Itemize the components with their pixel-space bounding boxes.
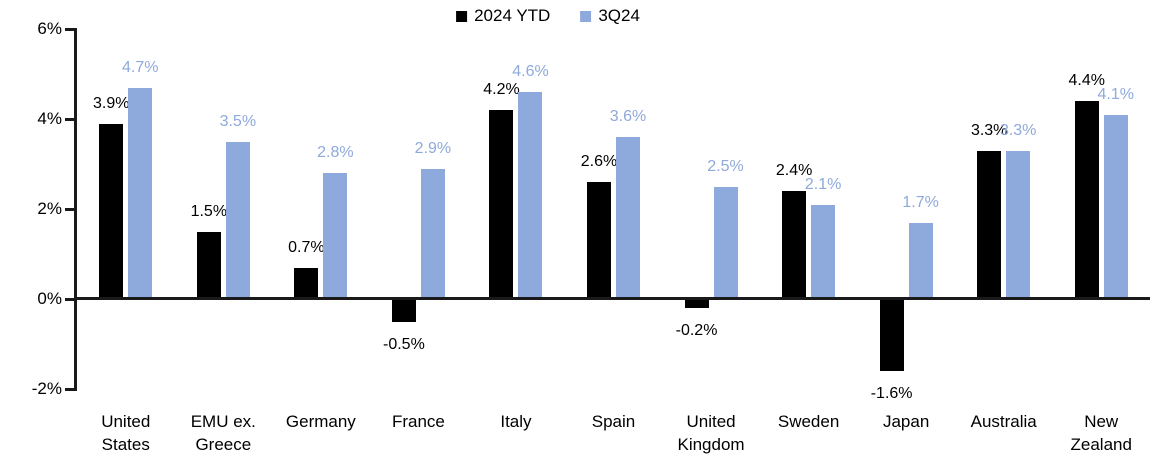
value-label: 4.2% [483,81,520,98]
chart-legend: 2024 YTD 3Q24 [456,6,640,26]
bar-2024-ytd [684,299,709,308]
bar-3q24 [323,173,348,299]
y-axis-tick [65,298,74,301]
bar-2024-ytd [587,182,611,299]
category-label: United States [101,412,151,454]
category-label: United Kingdom [677,412,745,454]
y-axis-tick-label: 0% [37,289,62,308]
category-label: Japan [882,412,930,431]
x-axis [74,297,1150,300]
bar-3q24 [616,137,640,299]
bar-3q24 [225,141,250,299]
y-axis-tick [65,208,74,211]
value-label: 2.1% [804,175,842,193]
value-label: 1.5% [190,202,228,220]
bar-3q24 [908,222,933,299]
value-label: 4.7% [122,58,159,76]
value-label: 2.9% [414,139,452,157]
category-label: Germany [285,412,356,431]
y-axis-tick [65,118,74,121]
category-label: France [391,412,445,431]
bar-3q24 [420,168,445,299]
value-label: 4.4% [1068,72,1105,89]
value-label: 3.3% [999,121,1037,139]
value-label: 4.6% [512,63,549,80]
legend-item-3q24: 3Q24 [580,6,640,26]
bar-3q24 [1103,114,1128,299]
y-axis-tick-label: -2% [31,379,62,398]
bar-2024-ytd [196,231,221,299]
legend-marker-icon [456,10,468,22]
bar-2024-ytd [977,150,1002,299]
y-axis-tick-label: 6% [37,19,62,38]
y-axis-tick-label: 2% [37,199,62,218]
value-label: 2.8% [317,144,354,161]
bar-2024-ytd [489,110,514,299]
bar-2024-ytd [391,299,416,322]
value-label: 2.4% [775,162,813,179]
category-label: Italy [500,412,532,431]
value-label: 2.5% [707,157,744,175]
y-axis-tick [65,388,74,391]
value-label: 4.1% [1097,85,1134,103]
category-label: Spain [591,412,636,431]
value-label: 0.7% [288,238,325,256]
category-label: EMU ex. Greece [190,412,256,454]
value-label: 2.6% [580,153,618,170]
value-label: 3.5% [219,112,257,130]
bar-3q24 [713,186,738,299]
legend-marker-icon [580,10,592,22]
y-axis-tick [65,28,74,31]
value-label: 3.3% [970,121,1008,139]
value-label: -1.6% [870,385,913,402]
bar-2024-ytd [294,267,319,299]
y-axis-tick-label: 4% [37,109,62,128]
bar-3q24 [811,204,836,299]
bar-2024-ytd [879,299,904,371]
value-label: 1.7% [902,193,939,211]
bar-3q24 [1006,150,1031,299]
legend-label: 2024 YTD [474,6,551,25]
category-label: Sweden [777,412,840,431]
bar-2024-ytd [1074,101,1099,299]
y-axis [74,28,77,391]
value-label: 3.6% [609,108,647,125]
bar-3q24 [128,87,153,299]
category-label: Australia [970,412,1037,431]
bar-3q24 [518,92,543,299]
legend-item-2024-ytd: 2024 YTD [456,6,550,26]
value-label: -0.2% [675,322,718,339]
value-label: -0.5% [383,335,425,353]
bar-2024-ytd [99,123,124,299]
category-label: New Zealand [1070,412,1132,454]
bar-2024-ytd [782,191,807,299]
value-label: 3.9% [93,94,130,112]
legend-label: 3Q24 [598,6,640,25]
